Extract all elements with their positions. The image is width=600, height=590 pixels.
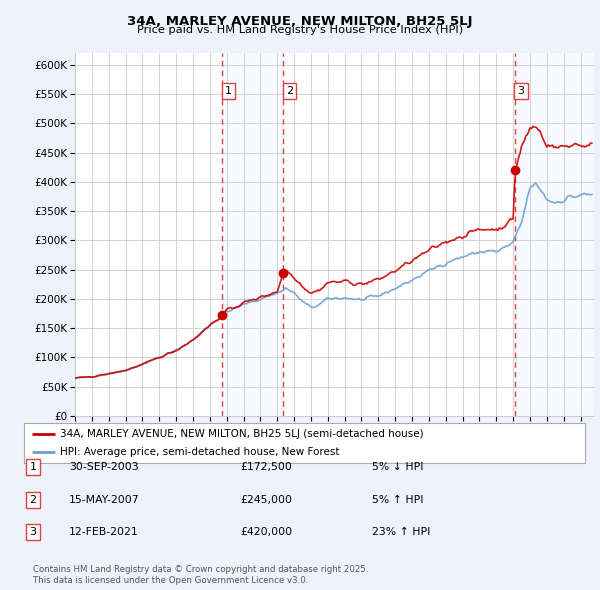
Text: 5% ↓ HPI: 5% ↓ HPI	[372, 463, 424, 472]
Text: 30-SEP-2003: 30-SEP-2003	[69, 463, 139, 472]
Bar	[515, 53, 594, 416]
Text: 23% ↑ HPI: 23% ↑ HPI	[372, 527, 430, 537]
Text: HPI: Average price, semi-detached house, New Forest: HPI: Average price, semi-detached house,…	[61, 447, 340, 457]
Text: 34A, MARLEY AVENUE, NEW MILTON, BH25 5LJ: 34A, MARLEY AVENUE, NEW MILTON, BH25 5LJ	[127, 15, 473, 28]
Text: £172,500: £172,500	[240, 463, 292, 472]
Text: Price paid vs. HM Land Registry's House Price Index (HPI): Price paid vs. HM Land Registry's House …	[137, 25, 463, 35]
Text: 5% ↑ HPI: 5% ↑ HPI	[372, 495, 424, 504]
Text: £245,000: £245,000	[240, 495, 292, 504]
Text: Contains HM Land Registry data © Crown copyright and database right 2025.
This d: Contains HM Land Registry data © Crown c…	[33, 565, 368, 585]
Text: 34A, MARLEY AVENUE, NEW MILTON, BH25 5LJ (semi-detached house): 34A, MARLEY AVENUE, NEW MILTON, BH25 5LJ…	[61, 429, 424, 439]
Text: 1: 1	[225, 86, 232, 96]
Text: 3: 3	[29, 527, 37, 537]
Text: 2: 2	[29, 495, 37, 504]
Text: 12-FEB-2021: 12-FEB-2021	[69, 527, 139, 537]
Text: 1: 1	[29, 463, 37, 472]
Text: £420,000: £420,000	[240, 527, 292, 537]
Bar	[223, 53, 283, 416]
Text: 3: 3	[518, 86, 524, 96]
Text: 2: 2	[286, 86, 293, 96]
Text: 15-MAY-2007: 15-MAY-2007	[69, 495, 140, 504]
